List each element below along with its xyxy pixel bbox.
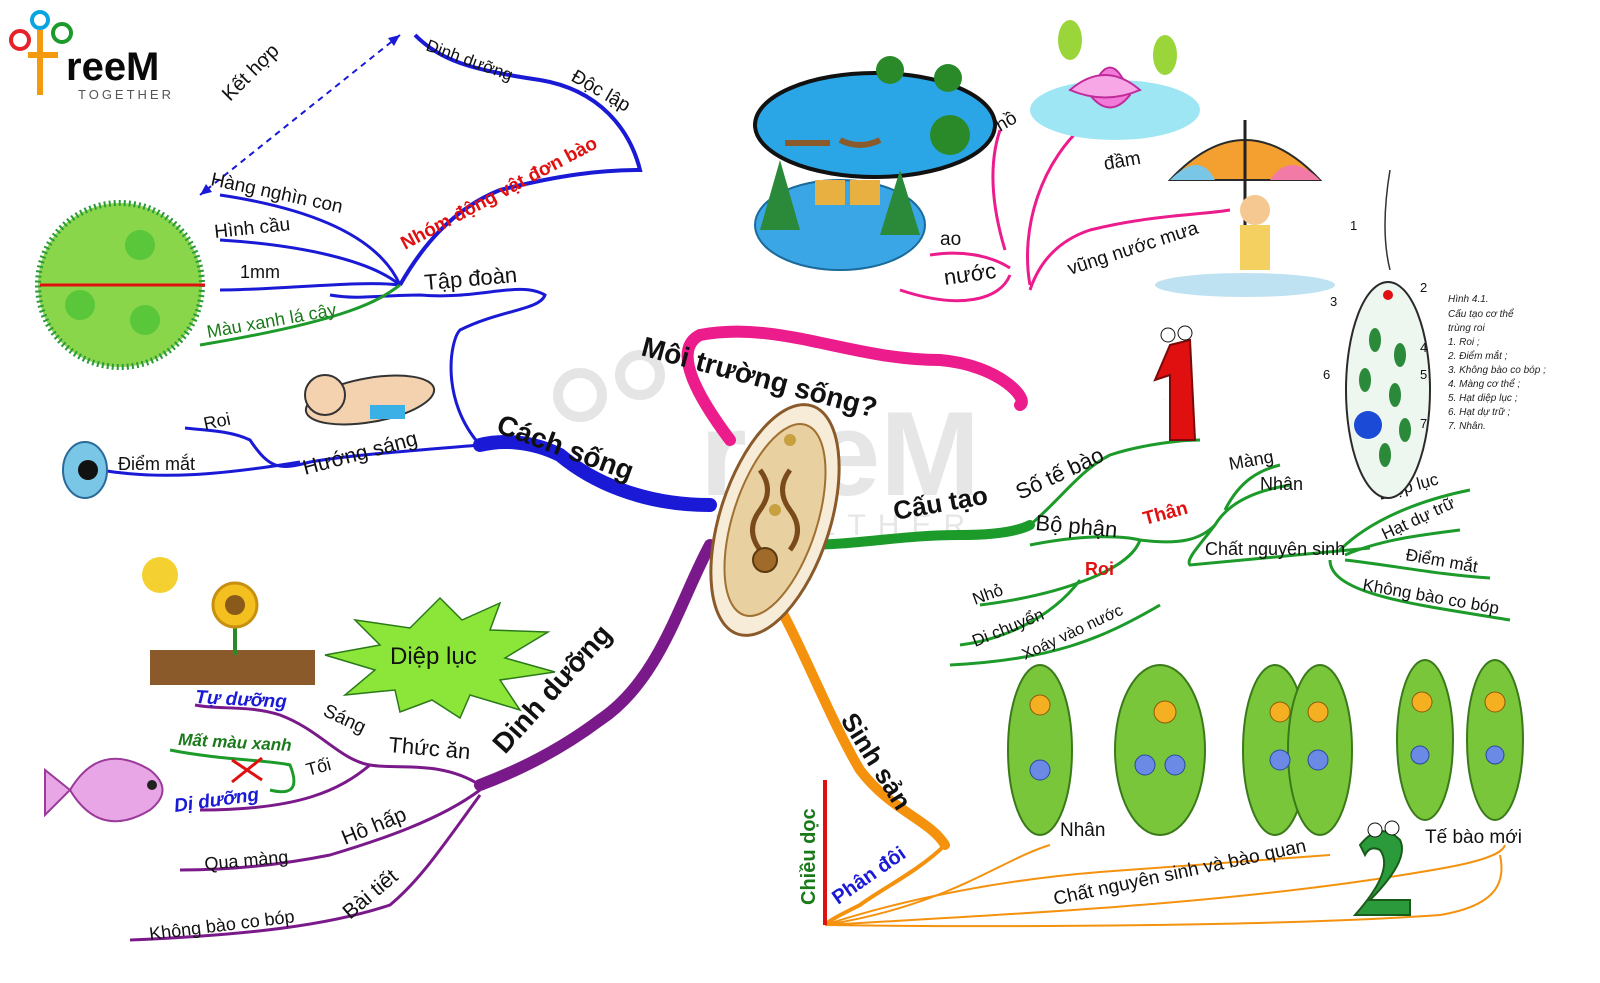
moitruong-dam: đầm [1102,148,1142,175]
cautao-bophan: Bộ phận [1035,510,1119,542]
mascot-two-digit: 2 [1380,879,1381,881]
mascot-two-image: 2 [1352,820,1411,916]
dinhduong-khongbao: Không bào co bóp [148,906,295,944]
branch-moitruong-line [681,325,1028,446]
dinhduong-diduong: Dị dưỡng [173,784,261,817]
diagram-num-1: 1 [1350,218,1357,233]
cross-mark [231,756,263,784]
dinhduong-sang: Sáng [320,700,369,738]
rain-girl-image [1155,120,1335,297]
cachsong-dinhduong: Dinh dưỡng [424,36,516,85]
cachsong-mau: Màu xanh lá cây [205,299,338,341]
branch-sinhsan-label: Sinh sản [835,707,918,815]
cachsong-roi: Roi [202,409,233,434]
diagram-num-3: 3 [1330,294,1337,309]
caption-line-8: 6. Hạt dự trữ ; [1448,407,1510,418]
sinhsan-group: Chiều dọc Phân đôi Nhân Chất nguyên sinh… [798,659,1524,928]
caption-line-7: 5. Hạt diệp lục ; [1448,393,1518,404]
dinhduong-hohap: Hô hấp [338,803,409,850]
branch-moitruong-sub [899,274,1012,303]
moitruong-nuoc: nước [942,258,997,290]
diagram-num-6: 6 [1323,367,1330,382]
caption-line-4: 2. Điểm mắt ; [1447,349,1508,362]
cachsong-kethop: Kết hợp [218,40,284,106]
cautao-cns: Chất nguyên sinh [1205,539,1345,559]
branch-sinhsan-line [765,585,950,850]
moitruong-ao: ao [940,229,961,250]
cachsong-hinhcau: Hình cầu [213,214,291,243]
dinhduong-thucan: Thức ăn [388,732,472,764]
cautao-than: Thân [1141,498,1190,530]
cautao-khongbao: Không bào co bóp [1361,575,1500,618]
eye-image [62,441,108,499]
diagram-num-7: 7 [1420,416,1427,431]
dinhduong-toi: Tối [304,754,333,780]
cachsong-huongsang: Hướng sáng [300,427,420,480]
sinhsan-tebaomoi: Tế bào mới [1425,827,1522,848]
caption-line-9: 7. Nhân. [1448,421,1486,432]
caption-line-6: 4. Màng cơ thể ; [1448,378,1520,390]
caption-line-2: trùng roi [1448,323,1485,334]
diagram-num-2: 2 [1420,280,1427,295]
diagram-num-5: 5 [1420,367,1427,382]
cachsong-diemmat: Điểm mắt [118,453,195,474]
diepluc-label: Diệp lục [390,643,477,670]
cautao-nho: Nhỏ [970,580,1006,609]
volvox-image [35,200,205,370]
sunflower-image [142,557,315,685]
branch-cautao-line [795,520,1035,550]
dinhduong-group: Thức ăn Sáng Tối Tự dưỡng Mất màu xanh D… [44,557,556,944]
sinhsan-nhan: Nhân [1060,820,1105,841]
logo-text: reeM [66,45,159,89]
division-cells-image [1007,659,1524,836]
cautao-roi: Roi [1085,559,1114,579]
branch-dinhduong-line [474,539,716,791]
freemind-logo: reeM TOGETHER [9,10,174,102]
dinhduong-quamang: Qua màng [204,847,289,874]
euglena-diagram: 1 2 3 4 5 6 7 Hình 4.1. Cấu tạo cơ thể t… [1323,169,1546,499]
fish-image [44,757,164,823]
cachsong-hangnghin: Hàng nghìn con [209,169,345,217]
center-euglena-image [709,403,841,637]
cachsong-nhom: Nhóm động vật đơn bào [397,133,601,255]
diepluc-starburst: Diệp lục [324,596,556,720]
diagram-num-4: 4 [1420,340,1427,355]
caption-line-3: 1. Roi ; [1448,337,1480,348]
dinhduong-tuduong: Tự dưỡng [195,687,288,713]
cachsong-mm: 1mm [240,262,280,282]
moitruong-vung: vũng nước mưa [1065,218,1201,280]
lotus-image [1030,20,1200,140]
lake-image [753,56,997,271]
logo-sub: TOGETHER [78,87,174,102]
dinhduong-baitiet: Bài tiết [338,865,402,924]
dinhduong-matmau: Mất màu xanh [178,730,292,755]
sinhsan-chieudoc: Chiều dọc [798,808,820,905]
caption-line-0: Hình 4.1. [1448,294,1489,305]
caption-line-5: 3. Không bào co bóp ; [1448,365,1546,376]
mascot-one-digit: 1 [1163,399,1164,401]
moitruong-group: nước ao hồ đầm vũng nước mưa [753,20,1335,297]
branch-cachsong-line [473,435,717,512]
mascot-one-image: 1 [1153,325,1197,441]
caption-line-1: Cấu tạo cơ thể [1448,308,1514,320]
cautao-nhan: Nhân [1260,474,1303,494]
swimmer-image [304,374,436,426]
